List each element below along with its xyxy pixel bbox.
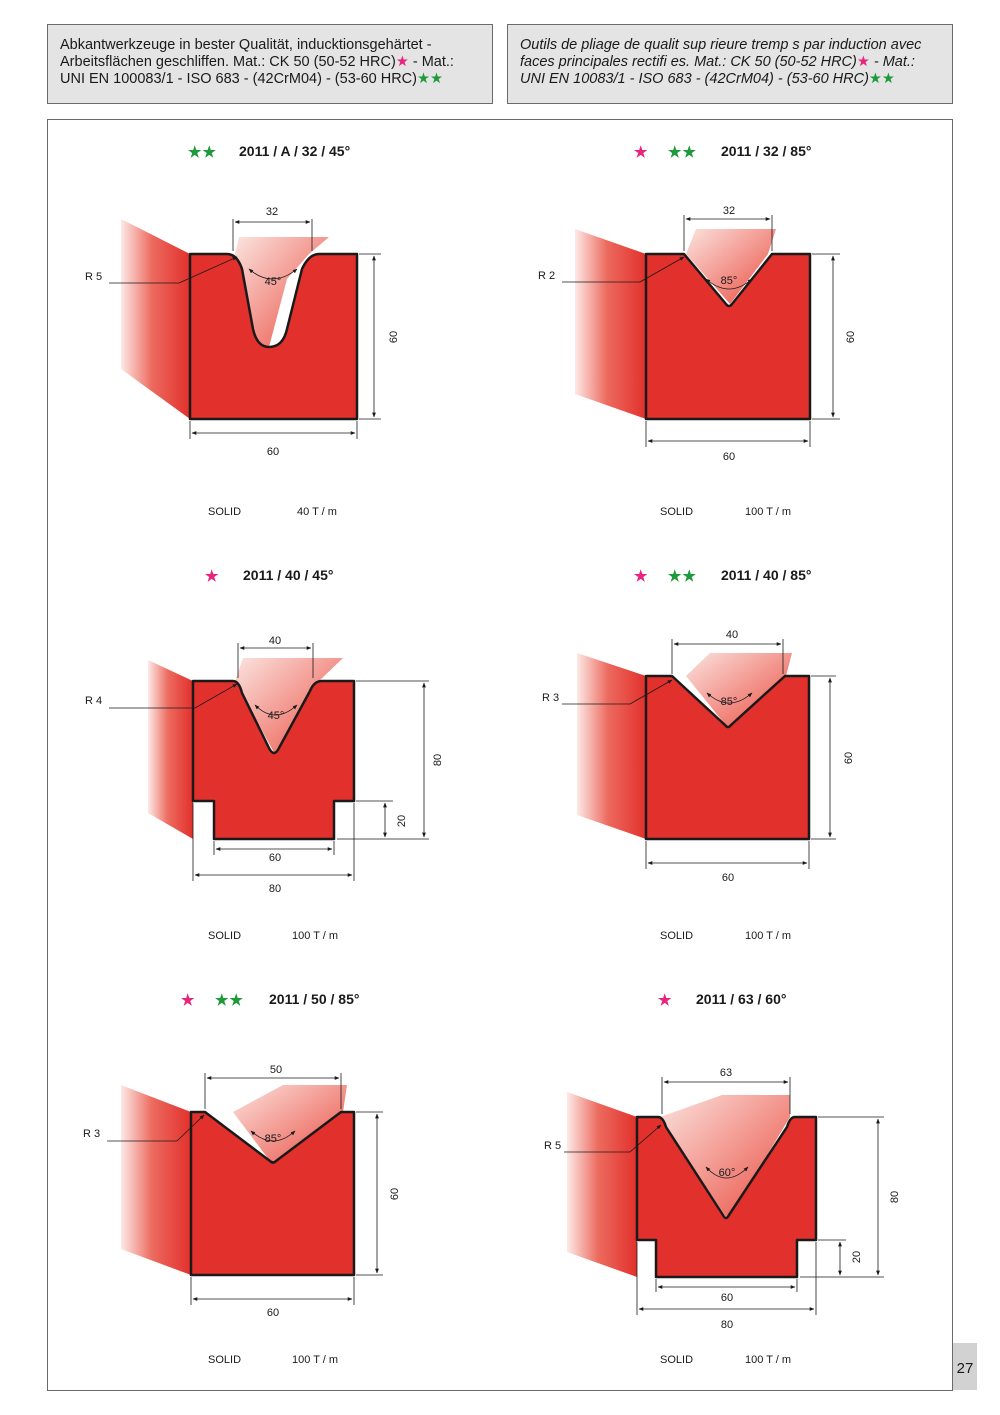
tool-type: SOLID [208,1354,242,1366]
star-pink-icon: ★ [658,992,673,1009]
star-green-icon: ★★ [215,992,244,1009]
tool-capacity: 100 T / m [292,1354,339,1366]
top-width-label: 40 [726,629,738,641]
radius-label: R 2 [538,270,555,282]
tool-code: 2011 / 63 / 60° [696,991,787,1007]
radius-label: R 3 [542,692,559,704]
tool-code: 2011 / A / 32 / 45° [239,143,351,159]
width-label: 60 [267,446,279,458]
angle-label: 45° [265,276,282,288]
tool-drawing: 50 R 3 85° 60 60 [83,1064,401,1319]
tool-panel-3: ★ 2011 / 40 / 45° 40 R 4 45° 80 20 60 80… [47,543,500,967]
page-number: 27 [953,1343,977,1390]
step-height-label: 20 [851,1251,863,1263]
radius-label: R 5 [544,1140,561,1152]
header-french-text: Outils de pliage de qualit sup rieure tr… [520,37,922,70]
top-width-label: 32 [723,205,735,217]
tool-code: 2011 / 40 / 85° [721,567,812,583]
header-german: Abkantwerkzeuge in bester Qualität, indu… [47,24,493,104]
step-height-label: 20 [396,815,408,827]
star-green-icon: ★★ [417,71,443,87]
top-width-label: 40 [269,635,281,647]
width-label: 60 [267,1307,279,1319]
tool-code: 2011 / 32 / 85° [721,143,812,159]
tool-capacity: 100 T / m [745,1354,792,1366]
radius-label: R 5 [85,271,102,283]
header-french: Outils de pliage de qualit sup rieure tr… [507,24,953,104]
tool-type: SOLID [208,506,242,518]
tool-panel-1: ★★ 2011 / A / 32 / 45° 32 R 5 45° 60 60 … [47,119,500,543]
star-pink-icon: ★ [634,568,649,585]
tool-drawing: 40 R 4 45° 80 20 60 80 [85,635,444,895]
base-width-label: 60 [721,1292,733,1304]
tool-type: SOLID [660,930,694,942]
top-width-label: 32 [266,206,278,218]
star-pink-icon: ★ [856,54,870,70]
radius-label: R 4 [85,695,102,707]
angle-label: 85° [721,275,738,287]
tool-type: SOLID [208,930,242,942]
radius-label: R 3 [83,1128,100,1140]
header-french-text-2: - Mat.: UNI EN 10083/1 - ISO 683 - (42Cr… [520,54,915,87]
height-label: 60 [845,331,857,343]
header-german-text-2: - Mat.: UNI EN 100083/1 - ISO 683 - (42C… [60,54,454,87]
angle-label: 85° [265,1133,282,1145]
tool-panel-5: ★ ★★ 2011 / 50 / 85° 50 R 3 85° 60 60 SO… [47,967,500,1391]
height-label: 80 [432,754,444,766]
star-pink-icon: ★ [205,568,220,585]
star-pink-icon: ★ [634,144,649,161]
tool-drawing: 32 R 5 45° 60 60 [85,206,400,458]
star-green-icon: ★★ [668,144,697,161]
height-label: 60 [389,1188,401,1200]
star-pink-icon: ★ [395,54,409,70]
top-width-label: 50 [270,1064,282,1076]
width-label: 80 [269,883,281,895]
tool-type: SOLID [660,1354,694,1366]
tool-drawing: 40 R 3 85° 60 60 [542,629,855,884]
tool-capacity: 100 T / m [292,930,339,942]
angle-label: 85° [721,696,738,708]
tool-capacity: 100 T / m [745,930,792,942]
top-width-label: 63 [720,1067,732,1079]
tool-drawing: 63 R 5 60° 80 20 60 80 [544,1067,901,1331]
catalog-frame [47,119,953,1391]
tool-drawing: 32 R 2 85° 60 60 [538,205,857,463]
tool-panel-4: ★ ★★ 2011 / 40 / 85° 40 R 3 85° 60 60 SO… [500,543,953,967]
tool-code: 2011 / 50 / 85° [269,991,360,1007]
star-green-icon: ★★ [668,568,697,585]
width-label: 60 [723,451,735,463]
header-german-text: Abkantwerkzeuge in bester Qualität, indu… [60,37,432,70]
width-label: 60 [722,872,734,884]
base-width-label: 60 [269,852,281,864]
tool-code: 2011 / 40 / 45° [243,567,334,583]
tool-panel-6: ★ 2011 / 63 / 60° 63 R 5 60° 80 20 60 80… [500,967,953,1391]
tool-capacity: 100 T / m [745,506,792,518]
height-label: 60 [843,752,855,764]
height-label: 60 [388,331,400,343]
angle-label: 45° [268,710,285,722]
tool-panel-2: ★ ★★ 2011 / 32 / 85° 32 R 2 85° 60 60 SO… [500,119,953,543]
tool-capacity: 40 T / m [297,506,337,518]
angle-label: 60° [719,1167,736,1179]
star-pink-icon: ★ [181,992,196,1009]
star-green-icon: ★★ [868,71,895,87]
star-green-icon: ★★ [188,144,217,161]
width-label: 80 [721,1319,733,1331]
height-label: 80 [889,1191,901,1203]
tool-type: SOLID [660,506,694,518]
